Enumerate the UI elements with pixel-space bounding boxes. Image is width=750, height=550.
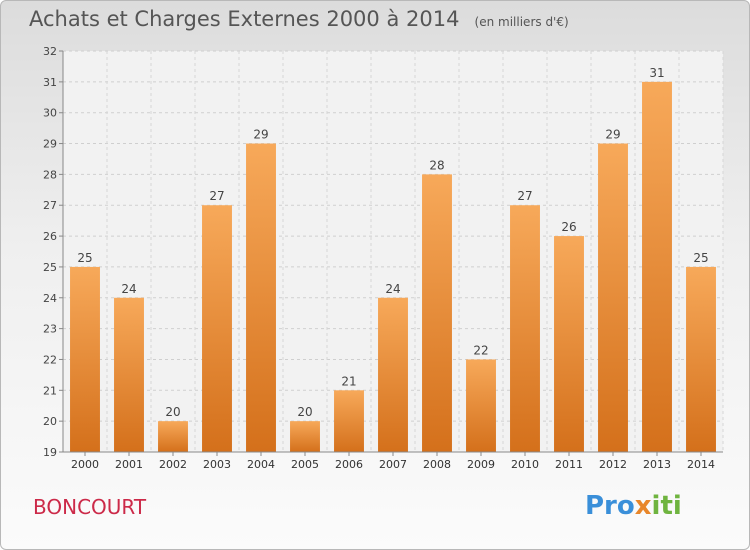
bar bbox=[510, 205, 540, 452]
bar-value-label: 20 bbox=[165, 405, 180, 419]
bar bbox=[422, 174, 452, 452]
y-tick-label: 21 bbox=[43, 384, 57, 397]
x-tick-label: 2005 bbox=[291, 458, 319, 471]
x-tick-label: 2000 bbox=[71, 458, 99, 471]
bar-value-label: 29 bbox=[605, 128, 620, 142]
bar bbox=[290, 421, 320, 452]
bar-value-label: 27 bbox=[517, 189, 532, 203]
x-tick-label: 2009 bbox=[467, 458, 495, 471]
town-name: BONCOURT bbox=[33, 495, 147, 519]
y-tick-label: 23 bbox=[43, 323, 57, 336]
x-tick-label: 2002 bbox=[159, 458, 187, 471]
y-tick-label: 29 bbox=[43, 138, 57, 151]
y-tick-label: 30 bbox=[43, 107, 57, 120]
x-tick-label: 2012 bbox=[599, 458, 627, 471]
y-tick-label: 31 bbox=[43, 76, 57, 89]
bar bbox=[686, 266, 716, 452]
logo-part-3: iti bbox=[651, 491, 682, 521]
bar-value-label: 31 bbox=[649, 66, 664, 80]
bar bbox=[378, 297, 408, 452]
x-tick-label: 2001 bbox=[115, 458, 143, 471]
x-tick-label: 2010 bbox=[511, 458, 539, 471]
x-tick-label: 2006 bbox=[335, 458, 363, 471]
y-tick-label: 25 bbox=[43, 261, 57, 274]
proxiti-logo: Proxiti bbox=[585, 491, 682, 521]
x-tick-label: 2007 bbox=[379, 458, 407, 471]
y-tick-label: 28 bbox=[43, 168, 57, 181]
bar-value-label: 25 bbox=[693, 251, 708, 265]
chart-title: Achats et Charges Externes 2000 à 2014 bbox=[29, 7, 460, 31]
chart-title-block: Achats et Charges Externes 2000 à 2014 (… bbox=[29, 7, 569, 31]
bar-value-label: 27 bbox=[209, 189, 224, 203]
logo-part-2: x bbox=[634, 491, 652, 521]
y-tick-label: 32 bbox=[43, 45, 57, 58]
y-tick-label: 26 bbox=[43, 230, 57, 243]
x-tick-label: 2014 bbox=[687, 458, 715, 471]
bar-value-label: 20 bbox=[297, 405, 312, 419]
bar-value-label: 24 bbox=[121, 282, 136, 296]
logo-part-1: Pro bbox=[585, 491, 635, 521]
y-tick-label: 19 bbox=[43, 446, 57, 459]
bar-value-label: 26 bbox=[561, 220, 576, 234]
bar-value-label: 24 bbox=[385, 282, 400, 296]
bar bbox=[554, 236, 584, 452]
x-tick-label: 2008 bbox=[423, 458, 451, 471]
x-tick-label: 2004 bbox=[247, 458, 275, 471]
bar bbox=[642, 81, 672, 452]
y-tick-label: 27 bbox=[43, 199, 57, 212]
bar-value-label: 25 bbox=[77, 251, 92, 265]
x-tick-label: 2011 bbox=[555, 458, 583, 471]
bar-value-label: 22 bbox=[473, 343, 488, 357]
bar bbox=[598, 143, 628, 453]
bar-value-label: 21 bbox=[341, 374, 356, 388]
bar bbox=[246, 143, 276, 453]
y-tick-label: 22 bbox=[43, 353, 57, 366]
bar bbox=[466, 359, 496, 452]
bar bbox=[158, 421, 188, 452]
y-tick-label: 20 bbox=[43, 415, 57, 428]
y-tick-label: 24 bbox=[43, 292, 57, 305]
bar-value-label: 29 bbox=[253, 128, 268, 142]
bar-value-label: 28 bbox=[429, 158, 444, 172]
bar bbox=[202, 205, 232, 452]
bar bbox=[334, 390, 364, 452]
chart-unit-note: (en milliers d'€) bbox=[474, 15, 569, 29]
bar bbox=[70, 266, 100, 452]
x-tick-label: 2013 bbox=[643, 458, 671, 471]
bar bbox=[114, 297, 144, 452]
x-tick-label: 2003 bbox=[203, 458, 231, 471]
